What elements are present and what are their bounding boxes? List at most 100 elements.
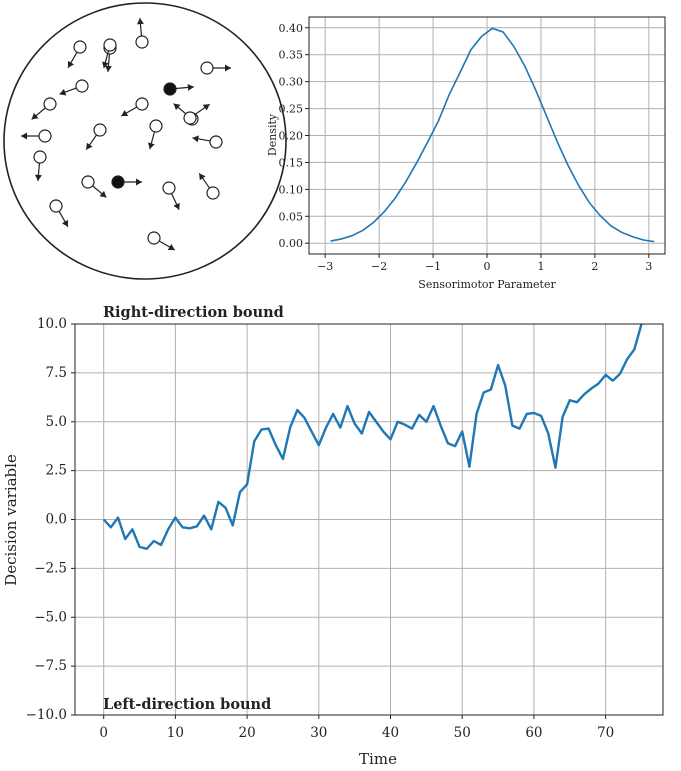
density-y-axis-title: Density [266,113,279,156]
decision-ytick-label: −7.5 [34,658,67,674]
density-xtick-label: 1 [537,260,544,273]
density-xtick-label: −1 [425,260,441,273]
motion-arrow-head [21,132,27,140]
decision-ytick-label: 2.5 [46,463,67,479]
decision-ytick-label: −10.0 [26,707,67,723]
motion-arrow-head [61,219,69,227]
decision-x-axis-title: Time [359,750,397,768]
dot [33,150,47,181]
density-ytick-label: 0.25 [279,103,304,116]
dot-marker [103,38,117,52]
decision-xtick-label: 30 [310,725,327,741]
motion-arrow-head [136,18,144,25]
dots-layer [21,18,231,251]
decision-ytick-label: 10.0 [37,316,67,332]
filled-dot [111,175,142,189]
motion-arrow-head [59,88,67,96]
dot-marker [200,61,214,75]
filled-dot-marker [111,175,125,189]
dot-marker [75,79,89,93]
decision-variable-line [102,323,643,551]
dot [147,119,163,150]
motion-arrow-head [192,135,199,143]
dot-marker [162,181,176,195]
density-ytick-label: 0.35 [279,49,304,62]
decision-xtick-label: 70 [597,725,614,741]
density-ytick-label: 0.15 [279,156,304,169]
density-xtick-label: 0 [484,260,491,273]
dot-marker [135,97,149,111]
dot-marker [147,231,161,245]
motion-arrow-head [104,65,112,72]
decision-ticks: 0 10 20 30 40 50 60 70 −10.0 −7.5 −5.0 −2.5 0.0 2.5 5.… [26,316,615,741]
decision-ytick-label: 7.5 [46,365,67,381]
decision-xtick-label: 40 [382,725,399,741]
density-ytick-label: 0.10 [279,183,304,196]
dot [101,38,117,69]
decision-xtick-label: 10 [167,725,184,741]
density-ytick-label: 0.30 [279,76,304,89]
dot [21,129,52,143]
motion-arrow-head [173,202,180,210]
dot-marker [43,97,57,111]
density-ytick-label: 0.20 [279,130,304,143]
motion-arrow-head [101,61,109,69]
dot [81,175,107,198]
motion-arrow-head [121,109,129,117]
decision-ytick-label: 0.0 [46,512,67,528]
decision-ytick-label: −5.0 [34,609,67,625]
motion-arrow-head [167,243,175,251]
density-xtick-label: 3 [645,260,652,273]
dot-marker [49,199,63,213]
decision-xtick-label: 20 [239,725,256,741]
filled-dot [163,82,194,96]
motion-arrow-head [86,142,93,150]
dot [59,79,89,96]
motion-arrow-head [202,104,210,111]
decision-xtick-label: 50 [454,725,471,741]
motion-arrow-head [67,60,75,68]
dot [162,181,180,211]
dot [31,97,57,120]
density-xtick-label: −2 [371,260,387,273]
motion-arrow-head [31,112,39,120]
motion-arrow-head [225,64,231,72]
dot [120,97,149,117]
density-grid [309,17,665,254]
aperture-circle [3,2,287,280]
decision-y-axis-title: Decision variable [2,454,20,586]
density-curve [330,27,655,243]
dot-marker [38,129,52,143]
density-ytick-label: 0.00 [279,237,304,250]
motion-arrow-head [136,178,142,186]
dot-marker [93,123,107,137]
dot-marker [149,119,163,133]
dot [67,40,87,69]
motion-arrow-head [34,174,42,181]
dot [183,103,211,125]
dot [200,61,231,75]
decision-grid [75,323,663,716]
decision-variable-chart: 0 10 20 30 40 50 60 70 −10.0 −7.5 −5.0 −2.5 0.0 2.5 5.… [2,304,664,768]
dot [85,123,107,151]
dot-marker [33,150,47,164]
dot-marker [135,35,149,49]
motion-arrow-head [187,83,194,91]
motion-arrow-head [199,173,206,181]
density-xtick-label: −3 [317,260,333,273]
dot [135,18,149,49]
motion-arrow-head [147,142,155,150]
density-ytick-label: 0.05 [279,210,304,223]
dot-marker [81,175,95,189]
density-xtick-label: 2 [591,260,598,273]
motion-arrow-head [99,190,107,198]
density-ticks: −3 −2 −1 0 1 2 3 0.00 0.05 0.10 0.15 0.20 0.25 0.30 0.… [279,22,653,273]
filled-dot-marker [163,82,177,96]
dot [147,231,176,251]
decision-ytick-label: −2.5 [34,560,67,576]
dot-marker [209,135,223,149]
density-x-axis-title: Sensorimotor Parameter [418,278,556,291]
motion-arrow-head [173,103,181,111]
dot-marker [73,40,87,54]
dot-marker [206,186,220,200]
